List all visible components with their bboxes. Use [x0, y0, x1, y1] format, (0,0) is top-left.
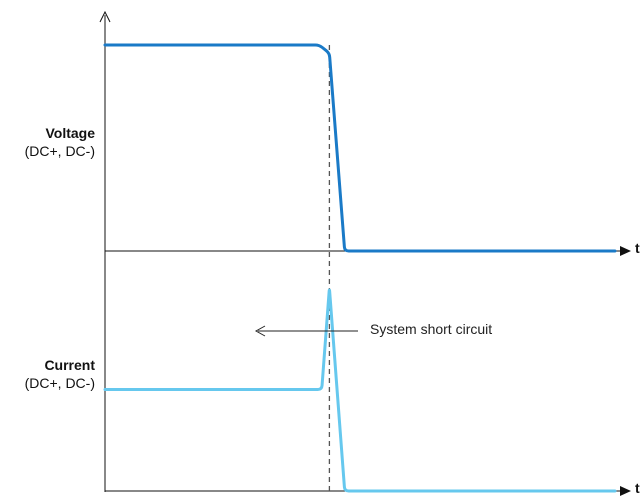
current-label-main: Current: [44, 357, 95, 373]
current-x-label: t: [635, 480, 640, 496]
voltage-label-main: Voltage: [45, 125, 95, 141]
y-axis-arrowhead: [99, 10, 111, 23]
annotation-arrowhead: [254, 325, 266, 337]
current-time-arrowhead: [620, 486, 631, 496]
voltage-trace: [103, 43, 617, 253]
short-circuit-annotation: System short circuit: [370, 321, 493, 337]
voltage-x-label: t: [635, 240, 640, 256]
voltage-label-sub: (DC+, DC-): [24, 143, 95, 159]
current-label-sub: (DC+, DC-): [24, 375, 95, 391]
voltage-axis-label: Voltage (DC+, DC-): [25, 124, 95, 160]
current-trace: [103, 288, 617, 493]
voltage-time-arrowhead: [620, 246, 631, 256]
current-axis-label: Current (DC+, DC-): [25, 356, 95, 392]
